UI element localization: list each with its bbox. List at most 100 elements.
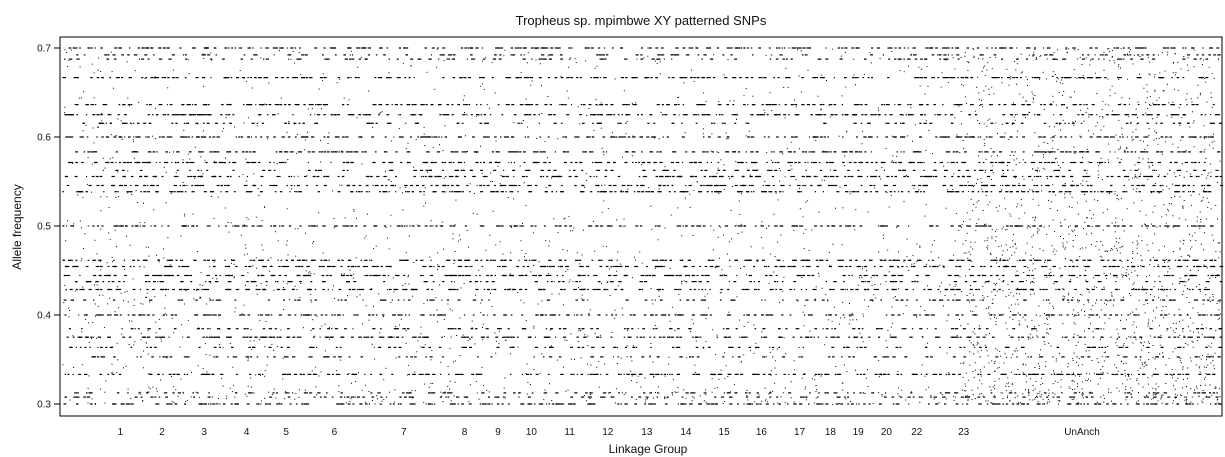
snp-point — [479, 161, 482, 164]
snp-point — [1047, 259, 1052, 261]
snp-point — [1087, 259, 1091, 261]
snp-point — [455, 274, 457, 277]
snp-point — [999, 314, 1002, 316]
snp-point — [676, 225, 680, 227]
snp-point — [841, 288, 844, 291]
snp-point — [701, 169, 703, 171]
snp-point — [521, 328, 523, 330]
snp-point — [500, 191, 504, 193]
snp-point — [1062, 184, 1066, 187]
snp-point — [535, 151, 539, 153]
snp-point — [113, 274, 116, 277]
snp-point — [451, 184, 454, 187]
snp-point — [423, 191, 425, 193]
snp-point — [265, 265, 267, 268]
snp-point — [1210, 225, 1214, 227]
snp-point — [952, 336, 956, 338]
snp-point — [302, 314, 307, 316]
snp-point — [193, 396, 195, 398]
snp-point — [1083, 169, 1086, 171]
snp-point — [476, 373, 478, 375]
snp-point — [886, 175, 889, 178]
snp-point — [605, 314, 608, 316]
snp-point — [966, 336, 969, 338]
snp-point — [698, 191, 701, 193]
snp-point — [259, 373, 261, 375]
snp-point — [448, 373, 450, 375]
snp-point — [273, 169, 276, 171]
snp-point — [821, 259, 823, 261]
snp-point — [1126, 392, 1130, 394]
snp-point — [975, 225, 979, 227]
snp-point — [718, 265, 720, 268]
snp-point — [371, 396, 374, 398]
snp-point — [1030, 356, 1033, 358]
snp-point — [933, 396, 937, 398]
snp-point — [500, 259, 504, 261]
snp-point — [168, 336, 170, 338]
snp-point — [793, 373, 796, 375]
snp-point — [639, 281, 643, 283]
snp-point — [393, 346, 397, 348]
snp-point — [946, 136, 949, 138]
snp-point — [132, 288, 136, 291]
snp-point — [736, 274, 738, 277]
snp-point — [449, 225, 453, 227]
snp-point — [1213, 336, 1215, 338]
snp-point — [1105, 356, 1107, 358]
snp-point — [1091, 288, 1095, 291]
snp-point — [76, 403, 78, 405]
snp-point — [321, 265, 325, 268]
snp-point — [748, 184, 751, 187]
snp-point — [834, 314, 837, 316]
snp-point — [292, 356, 296, 358]
snp-point — [1127, 314, 1130, 316]
snp-point — [887, 373, 890, 375]
snp-point — [679, 274, 682, 277]
snp-point — [844, 175, 847, 178]
snp-point — [617, 175, 621, 178]
snp-point — [1139, 356, 1142, 358]
snp-point — [1160, 151, 1164, 153]
snp-point — [772, 184, 775, 187]
snp-point — [406, 225, 408, 227]
snp-point — [944, 392, 948, 394]
snp-point — [969, 274, 972, 277]
snp-point — [1051, 151, 1054, 153]
snp-point — [889, 336, 892, 338]
snp-point — [932, 299, 937, 301]
snp-point — [494, 184, 496, 187]
snp-point — [1113, 274, 1117, 277]
snp-point — [754, 288, 756, 291]
snp-point — [297, 184, 300, 187]
snp-point — [858, 151, 863, 153]
snp-point — [352, 184, 356, 187]
snp-point — [574, 259, 579, 261]
snp-point — [324, 259, 327, 261]
snp-point — [415, 259, 418, 261]
snp-point — [457, 259, 461, 261]
snp-point — [352, 403, 355, 405]
snp-point — [909, 336, 911, 338]
snp-point — [372, 328, 376, 330]
snp-point — [726, 314, 730, 316]
snp-point — [923, 191, 925, 193]
snp-point — [955, 403, 959, 405]
snp-point — [913, 314, 918, 316]
snp-point — [413, 373, 416, 375]
snp-point — [462, 403, 464, 405]
snp-point — [1032, 336, 1034, 338]
snp-point — [280, 403, 283, 405]
snp-point — [756, 392, 759, 394]
snp-point — [215, 356, 219, 358]
snp-point — [915, 299, 918, 301]
snp-point — [1125, 122, 1129, 124]
snp-point — [483, 403, 487, 405]
snp-point — [878, 336, 881, 338]
snp-point — [591, 161, 594, 164]
snp-point — [503, 265, 507, 268]
snp-point — [944, 403, 947, 405]
snp-point — [386, 288, 388, 291]
snp-point — [828, 356, 831, 358]
snp-point — [130, 403, 134, 405]
